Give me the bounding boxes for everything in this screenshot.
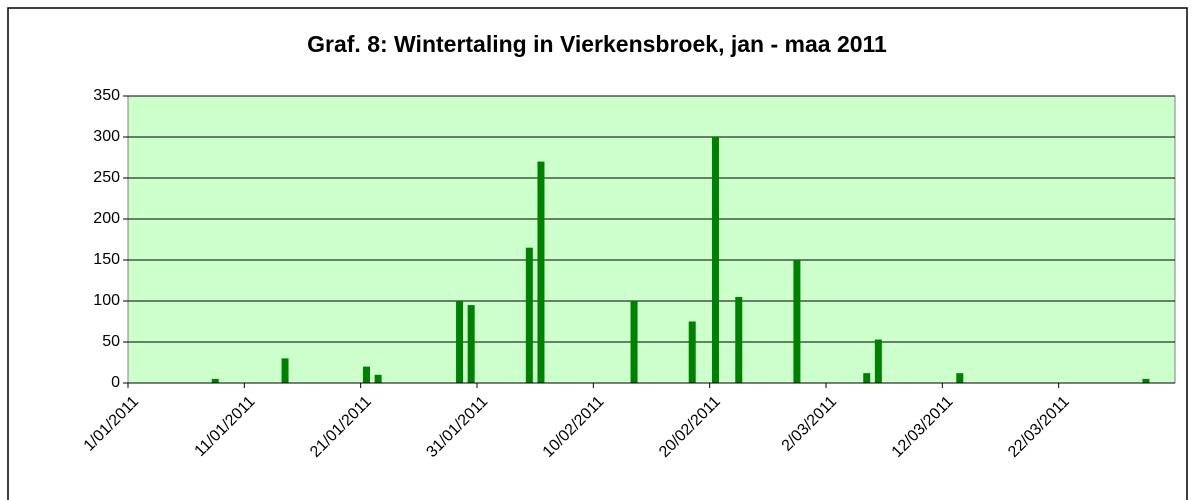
bar	[281, 358, 289, 383]
bar	[735, 296, 743, 383]
bar	[793, 260, 801, 383]
y-tick-label: 0	[111, 374, 120, 391]
bar	[956, 373, 964, 383]
bar	[374, 374, 382, 383]
bar	[525, 247, 533, 383]
y-tick-label: 350	[93, 87, 120, 104]
bar	[537, 161, 545, 383]
bar	[874, 339, 882, 383]
y-tick-label: 250	[93, 169, 120, 186]
plot-area	[127, 95, 1176, 384]
bar	[211, 378, 219, 383]
bar	[630, 301, 638, 383]
y-tick-label: 50	[102, 333, 120, 350]
y-tick-label: 200	[93, 210, 120, 227]
bar	[863, 373, 871, 383]
bar	[1142, 378, 1150, 383]
chart-title: Graf. 8: Wintertaling in Vierkensbroek, …	[307, 31, 887, 57]
bar	[456, 301, 464, 383]
bar	[688, 321, 696, 383]
bar	[711, 137, 719, 383]
y-tick-label: 300	[93, 128, 120, 145]
bar	[467, 305, 475, 383]
bar	[362, 366, 370, 383]
y-tick-label: 100	[93, 292, 120, 309]
y-tick-label: 150	[93, 251, 120, 268]
